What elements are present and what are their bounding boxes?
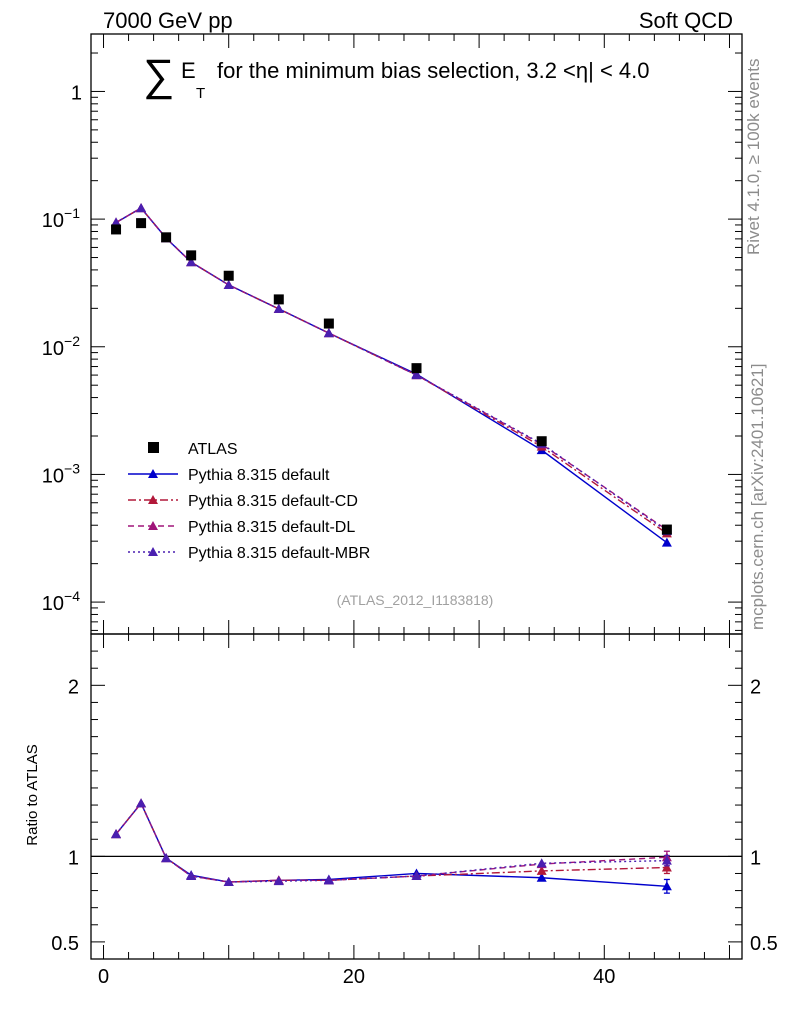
legend-marker-dl: [148, 521, 158, 530]
main-plot-frame: [90, 33, 743, 635]
chart-title: for the minimum bias selection, 3.2 <η| …: [217, 58, 650, 83]
point-mbr: [273, 303, 284, 313]
legend-marker-atlas: [148, 442, 159, 453]
ratio-y-tick-label-right: 2: [750, 676, 761, 698]
point-atlas: [223, 270, 234, 281]
mcplots-label: mcplots.cern.ch [arXiv:2401.10621]: [748, 364, 767, 630]
point-atlas: [161, 232, 172, 243]
ratio-point-mbr: [223, 877, 234, 887]
y-tick-label: 10−2: [42, 333, 80, 360]
legend-label-mbr: Pythia 8.315 default-MBR: [188, 545, 370, 562]
ratio-y-tick-label: 2: [68, 676, 79, 698]
ratio-point-mbr: [111, 829, 122, 839]
point-mbr: [323, 328, 334, 338]
point-atlas: [661, 524, 672, 535]
y-tick-label: 10−4: [42, 588, 80, 615]
point-atlas: [323, 318, 334, 329]
y-tick-label: 10−3: [42, 460, 80, 487]
legend-label-default: Pythia 8.315 default: [188, 467, 330, 484]
point-atlas: [186, 250, 197, 261]
ratio-plot-frame: [90, 633, 743, 960]
title-e-subscript: T: [196, 85, 205, 102]
header-right: Soft QCD: [639, 8, 733, 33]
ratio-y-tick-label-right: 1: [750, 847, 761, 869]
header-left: 7000 GeV pp: [103, 8, 233, 33]
ratio-point-mbr: [323, 875, 334, 885]
ratio-y-tick-label-right: 0.5: [750, 933, 778, 955]
ratio-y-tick-label: 0.5: [51, 933, 79, 955]
series-line-dl: [115, 207, 668, 531]
main-series-layer: [111, 203, 672, 547]
legend: ATLAS Pythia 8.315 default Pythia 8.315 de…: [128, 441, 370, 562]
series-line-mbr: [115, 207, 668, 532]
point-atlas: [536, 436, 547, 447]
legend-label-cd: Pythia 8.315 default-CD: [188, 493, 358, 510]
point-atlas: [273, 294, 284, 305]
ratio-line-default: [115, 802, 667, 888]
point-mbr: [111, 217, 122, 227]
y-tick-label: 10−1: [42, 205, 80, 232]
x-tick-label: 20: [343, 966, 365, 988]
ratio-point-mbr: [411, 871, 422, 881]
point-mbr: [136, 203, 147, 213]
title-e-letter: E: [181, 58, 196, 83]
point-atlas: [111, 224, 122, 235]
y-tick-label: 1: [71, 82, 82, 104]
point-mbr: [411, 370, 422, 380]
rivet-label: Rivet 4.1.0, ≥ 100k events: [744, 59, 763, 255]
ratio-point-mbr: [161, 853, 172, 863]
ratio-y-tick-label: 1: [68, 847, 79, 869]
legend-label-atlas: ATLAS: [188, 441, 238, 458]
ratio-point-cd: [536, 865, 547, 875]
analysis-tag: (ATLAS_2012_I1183818): [337, 592, 494, 608]
ratio-point-mbr: [186, 871, 197, 881]
title-sum-symbol: ∑: [143, 51, 174, 100]
ratio-ylabel: Ratio to ATLAS: [24, 744, 41, 845]
ratio-point-mbr: [536, 858, 547, 868]
point-mbr: [186, 257, 197, 267]
x-tick-label: 0: [98, 966, 109, 988]
point-atlas: [411, 363, 422, 374]
ratio-line-cd: [115, 802, 667, 883]
ratio-point-default: [536, 872, 547, 882]
axes-layer: 0 20 40 1 10−1 10−2 10−3 10−4 0.5 0.5 1 1 2 2: [42, 34, 778, 988]
ratio-point-mbr: [136, 798, 147, 808]
point-atlas: [136, 218, 147, 229]
series-line-cd: [115, 207, 668, 535]
point-mbr: [223, 279, 234, 289]
ratio-line-dl: [115, 802, 667, 883]
x-tick-label: 40: [593, 966, 615, 988]
legend-marker-mbr: [148, 547, 158, 556]
ratio-point-mbr: [273, 876, 284, 886]
legend-marker-cd: [148, 495, 158, 504]
point-default: [661, 537, 672, 547]
ratio-series-layer: [111, 798, 672, 894]
legend-label-dl: Pythia 8.315 default-DL: [188, 519, 355, 536]
legend-marker-default: [148, 469, 158, 478]
